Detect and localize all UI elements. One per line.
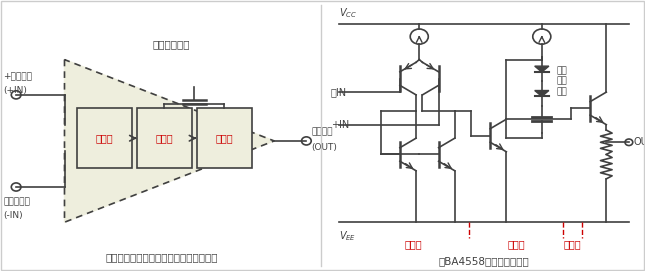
Text: －IN: －IN [330,87,347,97]
Polygon shape [535,91,549,96]
Text: 入力段: 入力段 [405,239,422,249]
Text: 【BA4558内部等価回路】: 【BA4558内部等価回路】 [439,257,529,266]
Text: OUT: OUT [634,137,645,147]
Bar [137,108,192,168]
Text: (OUT): (OUT) [312,143,337,152]
Text: +入力端子: +入力端子 [3,73,32,82]
Text: －入力端子: －入力端子 [3,197,30,207]
Text: 入力段: 入力段 [96,133,114,143]
Text: (-IN): (-IN) [3,211,23,220]
Text: (+IN): (+IN) [3,86,27,95]
Text: 【一般的なオペアンプの内部回路構成】: 【一般的なオペアンプの内部回路構成】 [105,253,217,262]
Polygon shape [535,66,549,72]
Polygon shape [64,60,274,222]
Text: 出力段: 出力段 [215,133,233,143]
Text: 出力段: 出力段 [564,239,581,249]
Text: $V_{EE}$: $V_{EE}$ [339,229,356,243]
Text: 利得段: 利得段 [507,239,525,249]
Text: 位相補償容量: 位相補償容量 [152,39,190,49]
Text: +IN: +IN [330,120,349,130]
Bar [77,108,132,168]
Text: 利得段: 利得段 [155,133,174,143]
Text: 出力端子: 出力端子 [312,127,333,136]
Text: 位相
補償
容量: 位相 補償 容量 [556,66,567,96]
Text: $V_{CC}$: $V_{CC}$ [339,7,357,20]
Bar [197,108,252,168]
